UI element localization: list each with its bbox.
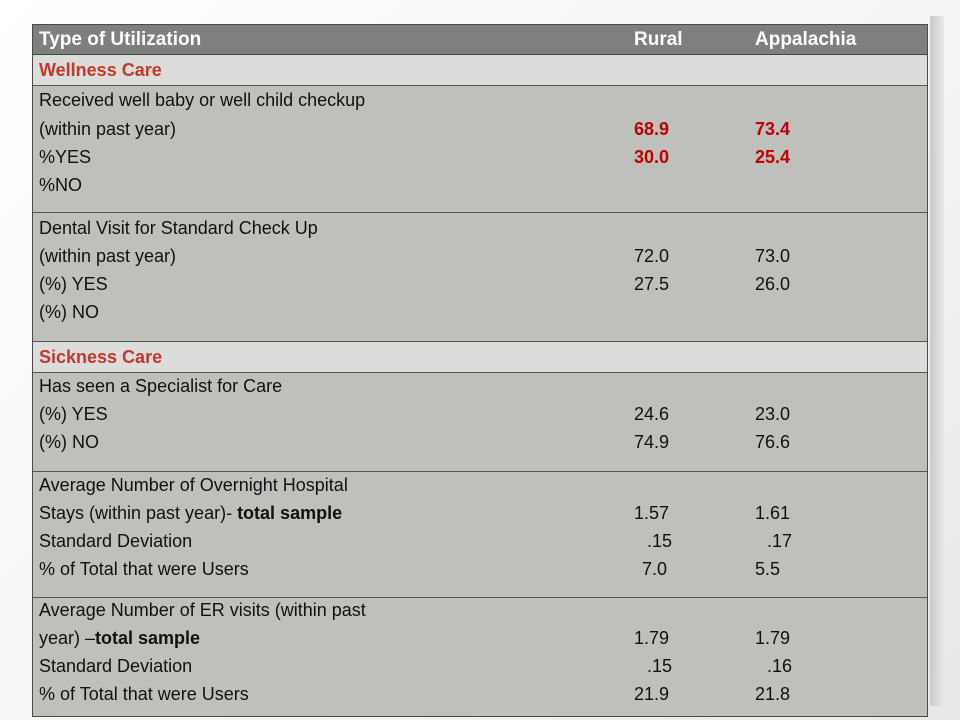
dental-label-2: (within past year) <box>39 246 177 266</box>
dental-label-no: (%) NO <box>39 302 99 322</box>
row-overnight-hospital: Average Number of Overnight Hospital Sta… <box>33 472 927 598</box>
dental-label-1: Dental Visit for Standard Check Up <box>39 218 318 238</box>
well-baby-label-yes: %YES <box>39 147 92 167</box>
er-label-users: % of Total that were Users <box>39 684 249 704</box>
utilization-table: Type of Utilization Rural Appalachia Wel… <box>32 24 928 717</box>
specialist-rural-no: 74.9 <box>634 432 670 452</box>
row-dental-visit: Dental Visit for Standard Check Up (with… <box>33 213 927 342</box>
hospital-label-sd: Standard Deviation <box>39 531 193 551</box>
section-wellness-label: Wellness Care <box>39 60 162 80</box>
table-header: Type of Utilization Rural Appalachia <box>33 25 927 55</box>
well-baby-rural-no: 30.0 <box>634 147 670 167</box>
hospital-appalachia-sd: .17 <box>767 531 793 551</box>
well-baby-label-no: %NO <box>39 175 83 195</box>
er-appalachia-avg: 1.79 <box>755 628 791 648</box>
hospital-label-2b: total sample <box>237 503 343 523</box>
hospital-label-2a: Stays (within past year)- <box>39 503 238 523</box>
er-rural-pct: 21.9 <box>634 684 670 704</box>
er-label-2: year) –total sample <box>39 628 200 654</box>
row-well-baby-checkup: Received well baby or well child checkup… <box>33 86 927 213</box>
dental-appalachia-no: 26.0 <box>755 274 791 294</box>
specialist-appalachia-yes: 23.0 <box>755 404 791 424</box>
er-rural-avg: 1.79 <box>634 628 670 648</box>
er-label-1: Average Number of ER visits (within past <box>39 600 366 620</box>
dental-rural-no: 27.5 <box>634 274 670 294</box>
header-type-of-utilization: Type of Utilization <box>39 29 202 50</box>
er-label-sd: Standard Deviation <box>39 656 193 676</box>
well-baby-label-2: (within past year) <box>39 119 177 139</box>
hospital-appalachia-avg: 1.61 <box>755 503 791 523</box>
well-baby-rural-yes: 68.9 <box>634 119 670 139</box>
hospital-rural-pct: 7.0 <box>642 559 668 579</box>
hospital-label-2: Stays (within past year)- total sample <box>39 503 342 529</box>
well-baby-appalachia-no: 25.4 <box>755 147 791 167</box>
well-baby-label-1: Received well baby or well child checkup <box>39 90 366 110</box>
er-label-2a: year) – <box>39 628 96 648</box>
dental-label-yes: (%) YES <box>39 274 108 294</box>
section-sickness-label: Sickness Care <box>39 347 163 367</box>
hospital-label-1: Average Number of Overnight Hospital <box>39 475 348 495</box>
dental-rural-yes: 72.0 <box>634 246 670 266</box>
section-wellness-care: Wellness Care <box>33 55 927 86</box>
hospital-rural-sd: .15 <box>647 531 673 551</box>
er-appalachia-pct: 21.8 <box>755 684 791 704</box>
row-specialist: Has seen a Specialist for Care (%) YES (… <box>33 373 927 472</box>
hospital-appalachia-pct: 5.5 <box>755 559 781 579</box>
dental-appalachia-yes: 73.0 <box>755 246 791 266</box>
section-sickness-care: Sickness Care <box>33 342 927 373</box>
hospital-label-users: % of Total that were Users <box>39 559 249 579</box>
specialist-label-no: (%) NO <box>39 432 99 452</box>
specialist-label-yes: (%) YES <box>39 404 108 424</box>
specialist-rural-yes: 24.6 <box>634 404 670 424</box>
well-baby-appalachia-yes: 73.4 <box>755 119 791 139</box>
hospital-rural-avg: 1.57 <box>634 503 670 523</box>
er-appalachia-sd: .16 <box>767 656 793 676</box>
specialist-appalachia-no: 76.6 <box>755 432 791 452</box>
er-rural-sd: .15 <box>647 656 673 676</box>
header-appalachia: Appalachia <box>755 29 857 50</box>
specialist-label-1: Has seen a Specialist for Care <box>39 376 283 396</box>
page-curl-shadow <box>930 16 944 706</box>
er-label-2b: total sample <box>95 628 201 648</box>
header-rural: Rural <box>634 29 683 50</box>
row-er-visits: Average Number of ER visits (within past… <box>33 598 927 716</box>
